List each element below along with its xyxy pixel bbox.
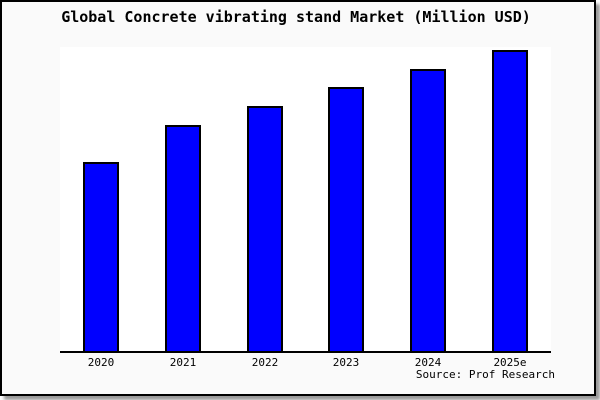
bar-2023 — [328, 87, 364, 351]
x-tick-label-2022: 2022 — [251, 356, 279, 369]
x-tick-label-2023: 2023 — [332, 356, 360, 369]
x-tick-label-2025e: 2025e — [493, 356, 527, 369]
bar-2022 — [247, 106, 283, 351]
bar-2021 — [165, 125, 201, 351]
bar-2024 — [410, 69, 446, 351]
x-tick-label-2024: 2024 — [414, 356, 442, 369]
x-tick-label-2020: 2020 — [87, 356, 115, 369]
x-axis-labels: 2020 2021 2022 2023 2024 2025e — [2, 356, 590, 372]
plot-area — [60, 47, 551, 353]
chart-title: Global Concrete vibrating stand Market (… — [61, 8, 531, 26]
x-tick-label-2021: 2021 — [169, 356, 197, 369]
bar-2025e — [492, 50, 528, 351]
source-attribution: Source: Prof Research — [415, 368, 555, 381]
bar-2020 — [83, 162, 119, 351]
